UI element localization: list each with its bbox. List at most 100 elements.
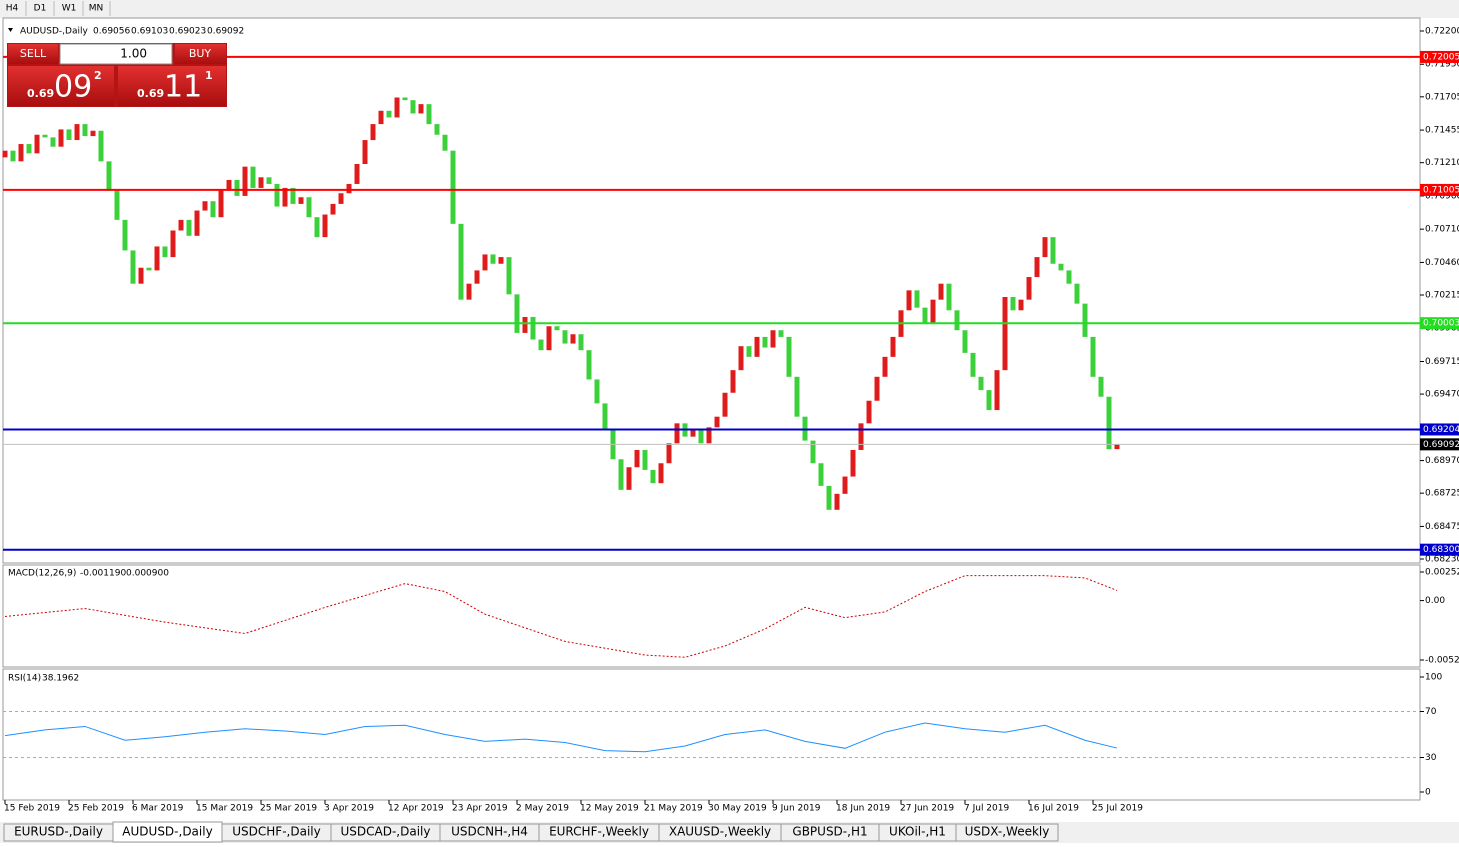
candle-body bbox=[970, 352, 976, 377]
candle-body bbox=[458, 223, 464, 300]
candle-body bbox=[410, 100, 416, 114]
candle-body bbox=[506, 257, 512, 295]
y-tick-label: 0.69470 bbox=[1425, 390, 1459, 400]
y-tick-label: 0.002522 bbox=[1425, 568, 1459, 578]
sell-button[interactable] bbox=[8, 44, 58, 64]
tab-label[interactable]: GBPUSD-,H1 bbox=[792, 825, 867, 839]
candle-body bbox=[642, 449, 648, 470]
candle-body bbox=[1106, 396, 1112, 450]
timeframe-button[interactable]: D1 bbox=[34, 4, 47, 14]
candle-body bbox=[786, 336, 792, 377]
bid-big: 0.69 bbox=[27, 87, 54, 100]
level-label-bg bbox=[1420, 317, 1459, 330]
price-panel bbox=[2, 17, 1421, 564]
y-tick-label: 0.72200 bbox=[1425, 27, 1459, 37]
candle-body bbox=[66, 129, 72, 141]
candle-body bbox=[690, 429, 696, 437]
tab[interactable] bbox=[955, 823, 1059, 842]
bid-box[interactable] bbox=[8, 66, 114, 106]
candle-body bbox=[90, 130, 96, 137]
buy-label[interactable]: BUY bbox=[189, 47, 212, 60]
timeframe-button[interactable]: W1 bbox=[62, 4, 77, 14]
candle-body bbox=[978, 376, 984, 391]
tab-label[interactable]: USDCNH-,H4 bbox=[451, 825, 528, 839]
candle-body bbox=[1098, 376, 1104, 397]
candle-body bbox=[1042, 237, 1048, 258]
ohlc-value: 0.69103 bbox=[131, 27, 168, 37]
candle-body bbox=[490, 254, 496, 264]
candle-body bbox=[450, 150, 456, 224]
candle-body bbox=[354, 163, 360, 184]
y-tick-label: 30 bbox=[1425, 753, 1437, 763]
candle-body bbox=[162, 246, 168, 258]
x-tick-label: 15 Feb 2019 bbox=[4, 804, 60, 814]
x-tick-label: 25 Mar 2019 bbox=[260, 804, 317, 814]
x-tick-label: 18 Jun 2019 bbox=[836, 804, 890, 814]
candle-body bbox=[226, 179, 232, 191]
candle-body bbox=[650, 469, 656, 484]
y-tick-label: 100 bbox=[1425, 673, 1442, 683]
candle-body bbox=[122, 219, 128, 251]
collapse-icon bbox=[8, 28, 13, 32]
one-click-trading: SELL 1.00 BUY 0.69 09 2 0.69 11 1 bbox=[7, 43, 227, 107]
tab-label[interactable]: USDCAD-,Daily bbox=[341, 825, 431, 839]
candle-body bbox=[794, 376, 800, 417]
candle-body bbox=[538, 339, 544, 351]
tab-label[interactable]: EURUSD-,Daily bbox=[14, 825, 103, 839]
candle-body bbox=[754, 336, 760, 357]
candle-body bbox=[394, 97, 400, 118]
x-tick-label: 3 Apr 2019 bbox=[324, 804, 374, 814]
tab-label[interactable]: XAUUSD-,Weekly bbox=[669, 825, 771, 839]
candle-body bbox=[234, 179, 240, 196]
tab-label[interactable]: USDCHF-,Daily bbox=[232, 825, 320, 839]
candle-body bbox=[290, 187, 296, 204]
buy-button[interactable] bbox=[175, 44, 226, 64]
y-tick-label: 0.00 bbox=[1425, 596, 1445, 606]
y-tick-label: 0 bbox=[1425, 788, 1431, 798]
candle-body bbox=[98, 130, 104, 162]
tab-label[interactable]: AUDUSD-,Daily bbox=[122, 825, 212, 839]
indicator-value: 0.000900 bbox=[126, 569, 169, 579]
candle-body bbox=[18, 144, 24, 162]
candle-body bbox=[546, 326, 552, 351]
lot-value[interactable]: 1.00 bbox=[120, 47, 147, 61]
candle-body bbox=[570, 334, 576, 344]
candle-body bbox=[58, 129, 64, 147]
candle-body bbox=[922, 307, 928, 324]
candle-body bbox=[386, 110, 392, 118]
sell-label[interactable]: SELL bbox=[20, 47, 47, 60]
candle-body bbox=[762, 336, 768, 348]
candle-body bbox=[722, 392, 728, 417]
x-tick-label: 16 Jul 2019 bbox=[1028, 804, 1079, 814]
ohlc-value: 0.69056 bbox=[93, 27, 130, 37]
candle-body bbox=[1026, 277, 1032, 300]
bid-pips: 09 bbox=[54, 70, 92, 105]
tab-label[interactable]: UKOil-,H1 bbox=[889, 825, 946, 839]
candle-body bbox=[82, 124, 88, 137]
x-tick-label: 12 Apr 2019 bbox=[388, 804, 444, 814]
candle-body bbox=[482, 254, 488, 271]
candle-body bbox=[154, 246, 160, 271]
y-tick-label: 70 bbox=[1425, 707, 1437, 717]
candle-body bbox=[994, 370, 1000, 411]
level-label-bg bbox=[1420, 423, 1459, 436]
lot-input[interactable] bbox=[59, 43, 173, 65]
ask-box[interactable] bbox=[118, 66, 226, 106]
candle-body bbox=[658, 463, 664, 484]
candle-body bbox=[890, 336, 896, 357]
candle-body bbox=[258, 177, 264, 188]
macd-panel bbox=[2, 564, 1421, 668]
candle-body bbox=[178, 219, 184, 231]
candle-body bbox=[10, 150, 16, 162]
candle-body bbox=[746, 346, 752, 357]
indicator-value: -0.001190 bbox=[80, 569, 126, 579]
candle-body bbox=[170, 230, 176, 258]
tab-label[interactable]: USDX-,Weekly bbox=[965, 825, 1050, 839]
timeframe-button[interactable]: MN bbox=[89, 4, 104, 14]
x-tick-label: 21 May 2019 bbox=[644, 804, 703, 814]
candle-body bbox=[858, 423, 864, 450]
timeframe-button[interactable]: H4 bbox=[6, 4, 19, 14]
tab-label[interactable]: EURCHF-,Weekly bbox=[549, 825, 649, 839]
y-tick-label: 0.70460 bbox=[1425, 258, 1459, 268]
